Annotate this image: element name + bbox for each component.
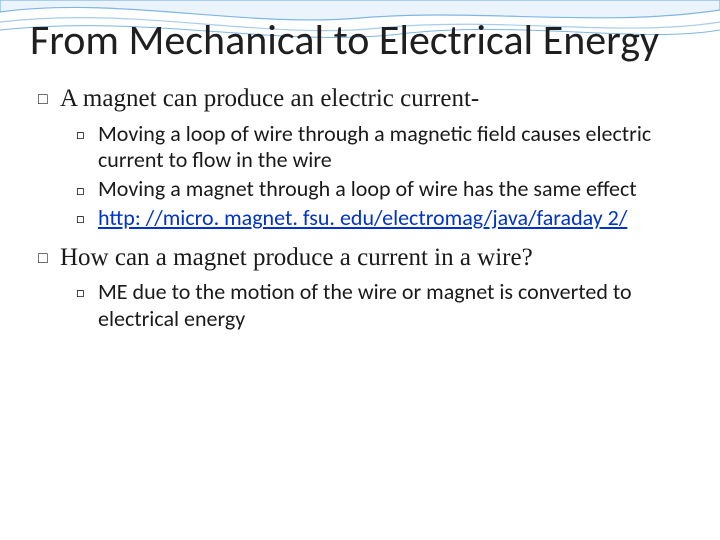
bullet-level2: □Moving a magnet through a loop of wire … (98, 176, 690, 203)
bullet-text: A magnet can produce an electric current… (60, 85, 479, 112)
bullet-level1: □How can a magnet produce a current in a… (60, 242, 690, 273)
square-bullet-icon: □ (38, 83, 60, 114)
square-bullet-icon: □ (76, 176, 98, 203)
square-bullet-icon: □ (76, 205, 98, 232)
bullet-text: Moving a loop of wire through a magnetic… (98, 120, 651, 174)
square-bullet-icon: □ (76, 279, 98, 306)
bullet-level2: □Moving a loop of wire through a magneti… (98, 121, 690, 175)
bullet-text: How can a magnet produce a current in a … (60, 244, 533, 271)
bullet-level2: □http: //micro. magnet. fsu. edu/electro… (98, 205, 690, 232)
square-bullet-icon: □ (76, 121, 98, 148)
square-bullet-icon: □ (38, 242, 60, 273)
hyperlink[interactable]: http: //micro. magnet. fsu. edu/electrom… (98, 204, 627, 231)
bullet-text: ME due to the motion of the wire or magn… (98, 278, 632, 332)
slide-body: □A magnet can produce an electric curren… (30, 83, 690, 332)
bullet-level1: □A magnet can produce an electric curren… (60, 83, 690, 114)
bullet-text: Moving a magnet through a loop of wire h… (98, 175, 637, 202)
bullet-level2: □ME due to the motion of the wire or mag… (98, 279, 690, 333)
slide-title: From Mechanical to Electrical Energy (30, 18, 690, 63)
slide: From Mechanical to Electrical Energy □A … (0, 0, 720, 540)
